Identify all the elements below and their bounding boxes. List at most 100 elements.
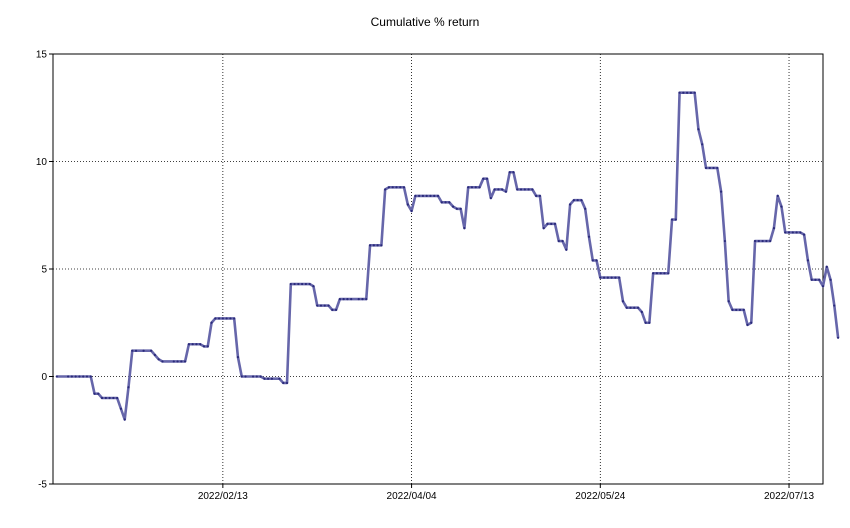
data-point (74, 375, 77, 378)
data-point (372, 244, 375, 247)
data-point (761, 239, 764, 243)
data-point (153, 353, 157, 357)
data-point (485, 177, 489, 180)
data-point (837, 336, 840, 339)
data-point (221, 317, 224, 320)
series-line (56, 91, 840, 421)
data-point (67, 375, 70, 378)
data-point (380, 244, 383, 247)
data-point (550, 222, 553, 225)
data-point (357, 298, 360, 301)
data-point (655, 272, 659, 275)
data-point (697, 128, 700, 131)
data-point (633, 306, 636, 309)
data-point (682, 91, 685, 94)
data-point (304, 282, 307, 286)
data-point (285, 381, 289, 385)
data-point (610, 276, 613, 279)
data-point (395, 186, 398, 189)
data-point (116, 396, 119, 400)
data-point (629, 306, 632, 309)
data-point (467, 186, 470, 189)
data-point (493, 188, 496, 191)
data-point (414, 194, 417, 197)
data-point (93, 392, 96, 395)
data-point (399, 186, 402, 189)
y-tick-label: 10 (36, 157, 48, 168)
data-point (402, 186, 406, 189)
y-tick-label: 5 (41, 265, 47, 276)
data-point (459, 207, 462, 210)
data-point (100, 396, 104, 400)
data-point (701, 143, 704, 146)
data-point (535, 194, 538, 197)
data-point (240, 375, 243, 378)
data-point (55, 375, 58, 378)
data-point (316, 304, 319, 307)
data-point (772, 227, 776, 230)
data-point (750, 321, 753, 324)
data-point (368, 244, 372, 247)
data-point (440, 201, 443, 204)
data-point (746, 323, 749, 326)
data-point (172, 360, 175, 363)
data-point (538, 194, 542, 197)
data-point (217, 317, 221, 320)
data-point (689, 91, 692, 94)
data-point (640, 310, 643, 314)
data-point (233, 317, 236, 320)
data-point (648, 321, 651, 324)
data-point (542, 227, 545, 230)
data-point (693, 91, 696, 94)
data-point (418, 194, 421, 197)
data-point (112, 396, 115, 400)
data-point (187, 343, 190, 346)
data-point (123, 418, 126, 421)
data-point (195, 343, 198, 346)
data-point (523, 188, 526, 191)
data-point (346, 298, 349, 301)
data-point (293, 282, 296, 286)
data-point (553, 222, 557, 225)
data-point (516, 188, 519, 191)
data-point (512, 171, 515, 174)
data-point (667, 272, 670, 275)
data-point (606, 276, 609, 279)
data-point (519, 188, 523, 191)
data-point (282, 381, 285, 385)
data-point (391, 186, 394, 189)
data-point (806, 259, 810, 262)
data-point (89, 375, 92, 378)
data-point (127, 386, 130, 389)
data-point (319, 304, 323, 307)
data-point (742, 308, 745, 311)
data-point (757, 239, 760, 243)
data-point (433, 194, 436, 197)
data-point (452, 205, 455, 208)
data-point (482, 177, 485, 180)
data-point (557, 239, 560, 243)
data-point (342, 298, 345, 301)
data-point (712, 166, 715, 170)
data-point (267, 377, 270, 380)
data-point (180, 360, 183, 363)
data-point (723, 239, 726, 243)
y-tick-label: 15 (36, 50, 48, 61)
data-point (210, 321, 213, 324)
chart-title: Cumulative % return (370, 15, 480, 29)
data-point (199, 343, 202, 346)
axes: -5 0 5 10 15 2022/02/13 2022/04/04 2022/05/24 20… (36, 50, 815, 503)
data-point (599, 276, 602, 279)
x-tick-label: 2022/02/13 (198, 491, 248, 502)
data-point (719, 190, 723, 193)
data-point (708, 166, 711, 170)
y-tick-label: -5 (38, 480, 47, 491)
data-point (508, 171, 511, 174)
data-point (161, 360, 164, 363)
data-point (636, 306, 640, 309)
data-point (448, 201, 451, 204)
data-point (833, 304, 836, 307)
data-point (769, 239, 772, 243)
data-point (795, 231, 798, 234)
data-point (565, 248, 568, 251)
